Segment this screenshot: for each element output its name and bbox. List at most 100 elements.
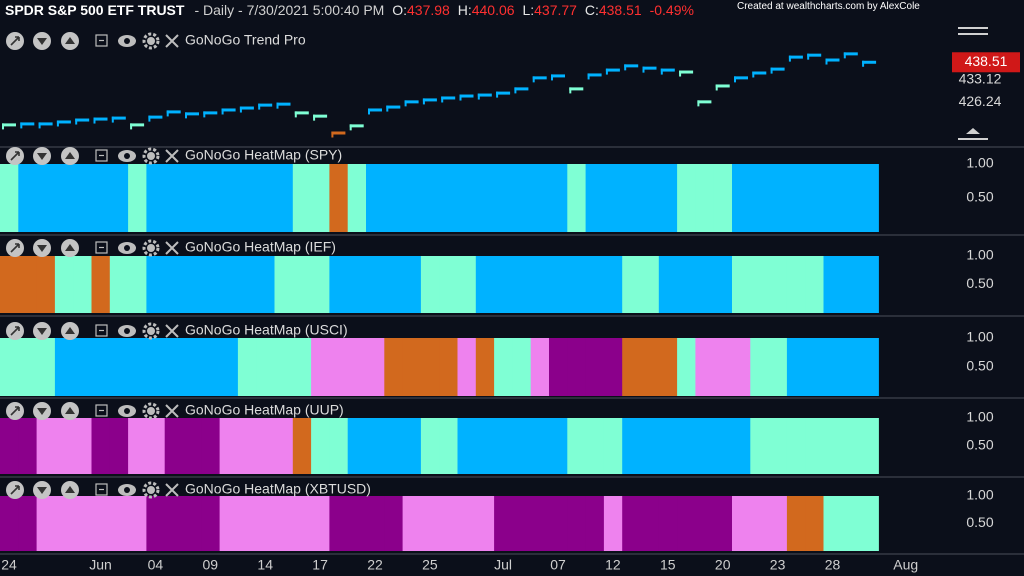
panel-button[interactable] — [61, 402, 79, 420]
close-button[interactable] — [165, 324, 179, 338]
heatmap-cell — [366, 418, 385, 474]
close-button[interactable] — [165, 241, 179, 255]
heatmap-cell — [494, 496, 513, 551]
price-bar-tick — [477, 93, 480, 100]
collapse-button[interactable] — [95, 483, 108, 496]
heatmap-cell — [347, 164, 367, 232]
heatmap-cell — [402, 256, 422, 313]
price-bar — [770, 67, 785, 71]
heatmap-cell — [567, 496, 587, 551]
heatmap-cell — [91, 418, 111, 474]
settings-button[interactable] — [142, 239, 160, 257]
heatmap-cell — [292, 256, 312, 313]
heatmap-cell — [585, 418, 605, 474]
price-bar-tick — [349, 124, 352, 131]
x-tick-label: 20 — [715, 557, 731, 573]
heatmap-cell — [658, 164, 678, 232]
heatmap-cell — [860, 496, 879, 551]
price-bar-tick — [20, 122, 23, 129]
heatmap-cell — [237, 256, 257, 313]
panel-button[interactable] — [33, 322, 51, 340]
heatmap-cell — [494, 418, 513, 474]
panel-button[interactable] — [61, 322, 79, 340]
panel-button[interactable] — [33, 481, 51, 499]
x-tick-label: 07 — [550, 557, 566, 573]
price-bar-tick — [862, 60, 865, 67]
settings-button[interactable] — [142, 147, 160, 165]
panel-button[interactable] — [33, 239, 51, 257]
low-label: L: — [522, 2, 535, 18]
panel-button[interactable] — [33, 147, 51, 165]
heatmap-cell — [530, 338, 550, 396]
heatmap-cell — [292, 338, 312, 396]
price-bar-tick — [660, 68, 663, 75]
panel-button[interactable] — [6, 32, 24, 50]
collapse-button[interactable] — [95, 241, 108, 254]
panel-button[interactable] — [6, 481, 24, 499]
close-button[interactable] — [165, 404, 179, 418]
axis-scale-icon[interactable] — [958, 128, 988, 140]
panel-button[interactable] — [33, 32, 51, 50]
panel-button[interactable] — [61, 147, 79, 165]
panel-button[interactable] — [6, 239, 24, 257]
collapse-button[interactable] — [95, 149, 108, 162]
heatmap-cell — [567, 418, 587, 474]
y-tick-label: 0.50 — [966, 514, 993, 530]
heatmap-cell — [256, 256, 275, 313]
heatmap-cell — [256, 418, 275, 474]
heatmap-cell — [439, 164, 458, 232]
credit: Created at wealthcharts.com by AlexCole — [737, 1, 920, 12]
close-button[interactable] — [165, 149, 179, 163]
panel-button[interactable] — [33, 402, 51, 420]
heatmap-cell — [329, 496, 349, 551]
heatmap-cell — [750, 496, 770, 551]
price-bar — [258, 103, 273, 107]
heatmap-cell — [0, 338, 19, 396]
settings-button[interactable] — [142, 402, 160, 420]
button-glyph — [37, 38, 47, 45]
heatmap-cell — [512, 256, 532, 313]
price-bar-tick — [605, 68, 608, 75]
settings-button[interactable] — [142, 481, 160, 499]
heatmap-cell — [18, 164, 38, 232]
heatmap-cell — [18, 496, 38, 551]
price-bar-tick — [624, 64, 627, 71]
collapse-button[interactable] — [95, 404, 108, 417]
heatmap-cell — [109, 256, 129, 313]
heatmap-cell — [91, 256, 111, 313]
panel-button[interactable] — [61, 239, 79, 257]
heatmap-cell — [622, 496, 641, 551]
panel-button[interactable] — [6, 322, 24, 340]
collapse-button[interactable] — [95, 324, 108, 337]
heatmap-cell — [695, 256, 715, 313]
heatmap-cell — [622, 256, 641, 313]
heatmap-cell — [274, 256, 294, 313]
x-tick-label: Aug — [893, 557, 918, 573]
heatmap-cell — [713, 338, 733, 396]
heatmap-cell — [786, 256, 806, 313]
heatmap-cell — [640, 418, 660, 474]
collapse-button[interactable] — [95, 34, 108, 47]
panel-button[interactable] — [61, 481, 79, 499]
heatmap-cell — [530, 164, 550, 232]
change: -0.49% — [649, 2, 694, 18]
heatmap-cell — [219, 164, 239, 232]
axis-menu-icon[interactable] — [958, 27, 988, 35]
close-button[interactable] — [165, 34, 179, 48]
panel-button[interactable] — [61, 32, 79, 50]
heatmap-cell — [73, 418, 92, 474]
settings-button[interactable] — [142, 322, 160, 340]
heatmap-cell — [585, 164, 605, 232]
panel-button[interactable] — [6, 147, 24, 165]
heatmap-cell — [128, 496, 147, 551]
price-bar — [825, 58, 840, 62]
heatmap-cell — [695, 418, 715, 474]
panel-button[interactable] — [6, 402, 24, 420]
price-bar — [679, 70, 694, 74]
settings-button[interactable] — [142, 32, 160, 50]
price-bar-tick — [770, 67, 773, 74]
heatmap-cell — [384, 164, 404, 232]
panel-separator — [0, 553, 1024, 555]
close-button[interactable] — [165, 483, 179, 497]
heatmap-cell — [292, 164, 312, 232]
